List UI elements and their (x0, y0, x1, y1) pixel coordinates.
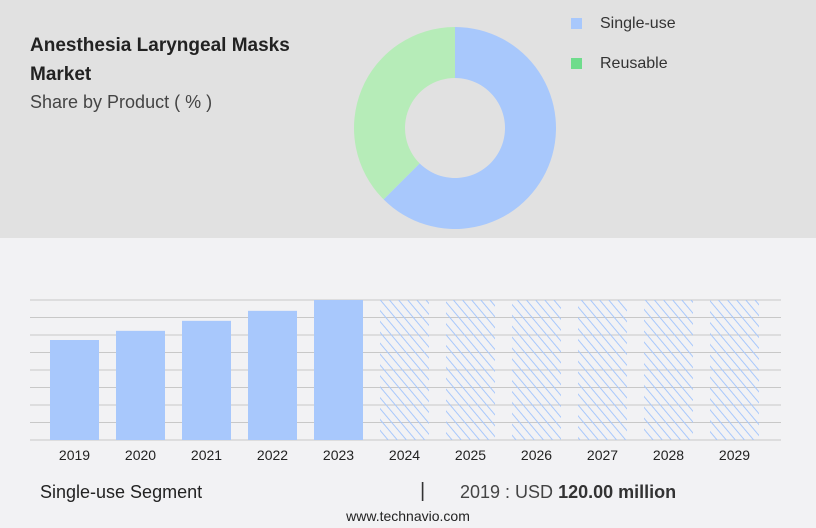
x-tick-label: 2029 (719, 447, 750, 463)
legend-label: Reusable (600, 55, 668, 72)
x-tick-label: 2022 (257, 447, 288, 463)
legend-swatch (571, 58, 582, 69)
x-tick-label: 2019 (59, 447, 90, 463)
legend-swatch (571, 18, 582, 29)
forecast-bar-2028 (644, 300, 693, 440)
x-tick-label: 2023 (323, 447, 354, 463)
legend-item-single-use: Single-use (571, 15, 676, 33)
forecast-bar-2027 (578, 300, 627, 440)
separator: | (420, 480, 426, 502)
chart-title: Anesthesia Laryngeal Masks Market (30, 35, 290, 85)
bar-2022 (248, 310, 297, 440)
legend-item-reusable: Reusable (571, 55, 668, 73)
x-tick-label: 2020 (125, 447, 156, 463)
x-tick-label: 2024 (389, 447, 420, 463)
donut-chart (353, 27, 556, 229)
chart-subtitle: Share by Product ( % ) (30, 92, 213, 112)
bar-2019 (50, 340, 99, 440)
donut-slice-single-use (383, 27, 556, 229)
forecast-bar-2029 (710, 300, 759, 440)
value-summary: 2019 : USD 120.00 million (460, 482, 676, 503)
bar-2023 (314, 300, 363, 440)
x-tick-label: 2025 (455, 447, 486, 463)
bar-2020 (116, 330, 165, 440)
year-label: 2019 : USD (460, 482, 559, 502)
donut-slice-reusable (353, 27, 455, 200)
forecast-bar-2024 (380, 300, 429, 440)
x-tick-label: 2027 (587, 447, 618, 463)
website-link[interactable]: www.technavio.com (346, 508, 470, 524)
legend-label: Single-use (600, 15, 676, 32)
segment-label: Single-use Segment (40, 482, 203, 502)
forecast-bar-2025 (446, 300, 495, 440)
x-tick-label: 2028 (653, 447, 684, 463)
forecast-bar-2026 (512, 300, 561, 440)
x-tick-label: 2021 (191, 447, 222, 463)
bar-chart: 2019 2020 2021 2022 2023 2024 2025 2026 2027 2028… (30, 299, 781, 463)
x-tick-label: 2026 (521, 447, 552, 463)
bar-2021 (182, 320, 231, 440)
value-text: 120.00 million (558, 482, 677, 502)
